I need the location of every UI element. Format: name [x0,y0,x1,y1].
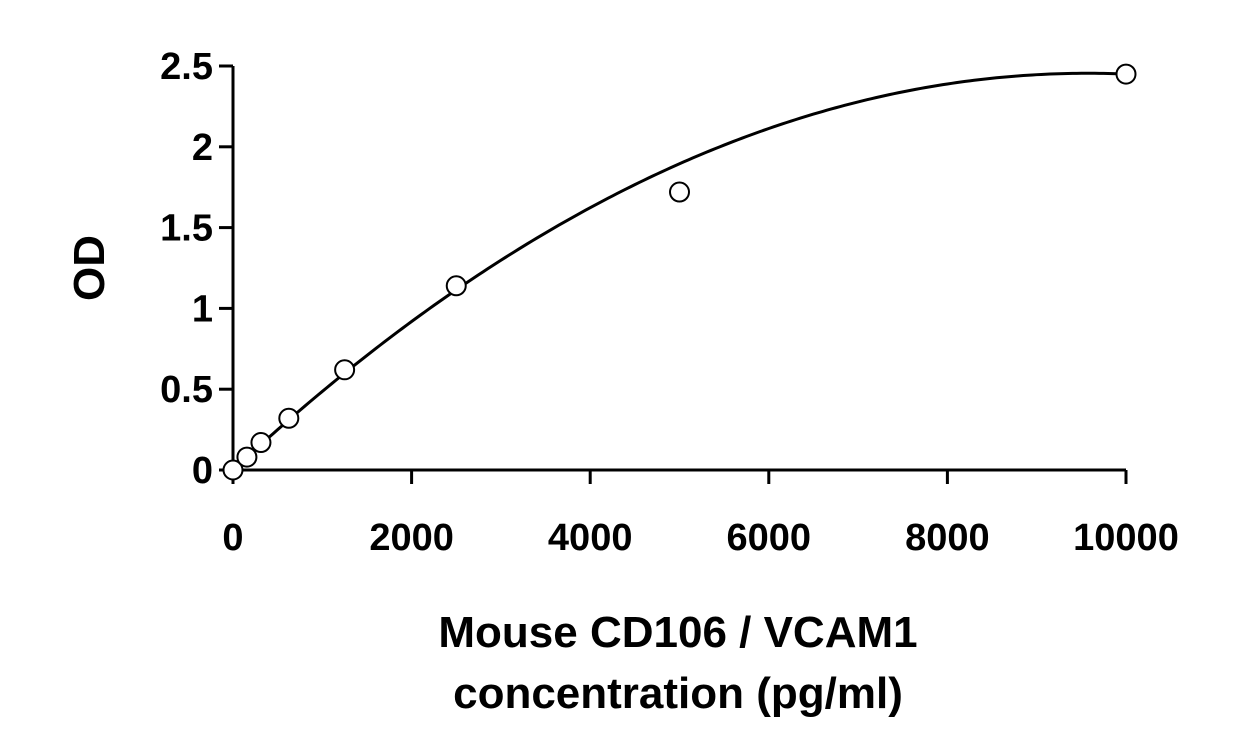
y-tick-label: 0.5 [160,369,213,411]
x-ticks: 0 2000 4000 6000 8000 10000 [222,470,1179,559]
data-point [250,432,272,454]
data-point [445,275,467,297]
data-point [236,446,258,468]
x-axis-title-line-2: concentration (pg/ml) [453,669,903,718]
fit-curve [231,71,1127,472]
data-point [222,459,244,481]
y-tick-label: 1.5 [160,208,213,250]
data-point [1115,63,1137,85]
y-tick-label: 2 [192,127,213,169]
y-tick-label: 0 [192,450,213,492]
data-points [222,63,1137,481]
x-tick-label: 0 [222,517,243,559]
x-tick-label: 8000 [905,517,990,559]
x-tick-label: 2000 [369,517,454,559]
data-point [278,407,300,429]
x-tick-label: 4000 [548,517,633,559]
y-tick-label: 1 [192,288,213,330]
x-axis-title-line-1: Mouse CD106 / VCAM1 [438,608,917,657]
data-point [334,359,356,381]
y-axis-title: OD [65,235,114,301]
axes [231,66,1126,472]
data-point [669,181,690,203]
x-tick-label: 6000 [727,517,812,559]
x-tick-label: 10000 [1073,517,1179,559]
y-tick-label: 2.5 [160,46,213,88]
y-ticks: 0 0.5 1 1.5 2 2.5 [160,46,233,492]
